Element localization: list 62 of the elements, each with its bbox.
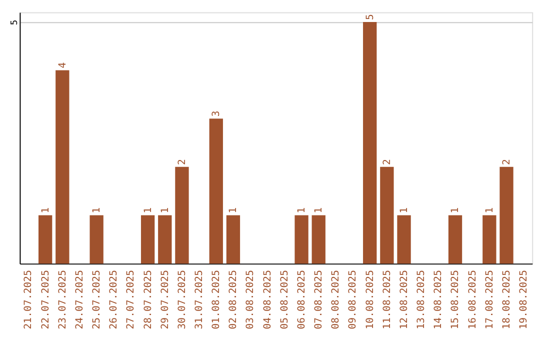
bar [312, 215, 326, 264]
x-tick-label: 10.08.2025 [364, 270, 376, 330]
data-label: 1 [314, 207, 325, 214]
data-label: 3 [211, 110, 222, 117]
data-label: 1 [296, 207, 308, 214]
x-tick-label: 23.07.2025 [57, 270, 68, 330]
x-tick-label: 22.07.2025 [40, 270, 52, 330]
x-tick-label: 06.08.2025 [296, 270, 308, 330]
x-tick-label: 21.07.2025 [23, 270, 34, 330]
x-tick-label: 31.07.2025 [194, 270, 206, 330]
x-tick-label: 12.08.2025 [398, 270, 410, 330]
x-tick-label: 17.08.2025 [484, 270, 496, 330]
x-tick-label: 05.08.2025 [279, 270, 290, 330]
x-tick-label: 28.07.2025 [142, 270, 154, 330]
bar [175, 166, 189, 264]
x-tick-label: 18.08.2025 [501, 270, 512, 330]
data-label: 5 [364, 14, 376, 20]
bar [363, 22, 377, 264]
bar [500, 166, 514, 264]
x-tick-label: 08.08.2025 [330, 270, 342, 330]
data-label: 1 [398, 207, 410, 214]
x-tick-label: 11.08.2025 [382, 270, 393, 330]
bar [294, 215, 308, 264]
bar [90, 215, 104, 264]
bar [482, 215, 496, 264]
x-tick-label: 07.08.2025 [314, 270, 325, 330]
data-label: 2 [382, 158, 393, 165]
x-tick-label: 13.08.2025 [416, 270, 428, 330]
data-label: 4 [57, 62, 68, 68]
x-tick-label: 09.08.2025 [348, 270, 359, 330]
bar [56, 70, 70, 264]
x-tick-label: 02.08.2025 [228, 270, 240, 330]
data-label: 2 [501, 158, 512, 165]
data-label: 1 [450, 207, 462, 214]
x-tick-label: 14.08.2025 [433, 270, 444, 330]
data-label: 1 [228, 207, 240, 214]
data-label: 1 [484, 207, 496, 214]
data-label: 1 [160, 207, 171, 214]
bar [448, 215, 462, 264]
bar [140, 215, 155, 264]
data-label: 1 [92, 207, 103, 214]
x-tick-label: 04.08.2025 [262, 270, 274, 330]
x-tick-label: 29.07.2025 [160, 270, 171, 330]
data-label: 1 [142, 207, 154, 214]
bar [397, 215, 411, 264]
bar [209, 118, 223, 264]
bar [158, 215, 172, 264]
x-tick-label: 26.07.2025 [108, 270, 120, 330]
x-tick-label: 27.07.2025 [126, 270, 137, 330]
x-tick-label: 15.08.2025 [450, 270, 462, 330]
x-tick-label: 24.07.2025 [74, 270, 86, 330]
x-tick-label: 30.07.2025 [176, 270, 188, 330]
x-tick-label: 01.08.2025 [211, 270, 222, 330]
data-label: 1 [40, 207, 52, 214]
data-label: 2 [176, 158, 188, 165]
bar [380, 166, 394, 264]
x-tick-label: 16.08.2025 [467, 270, 478, 330]
x-tick-label: 19.08.2025 [518, 270, 530, 330]
bar [38, 215, 52, 264]
bar [226, 215, 240, 264]
x-tick-label: 25.07.2025 [92, 270, 103, 330]
x-tick-label: 03.08.2025 [245, 270, 256, 330]
